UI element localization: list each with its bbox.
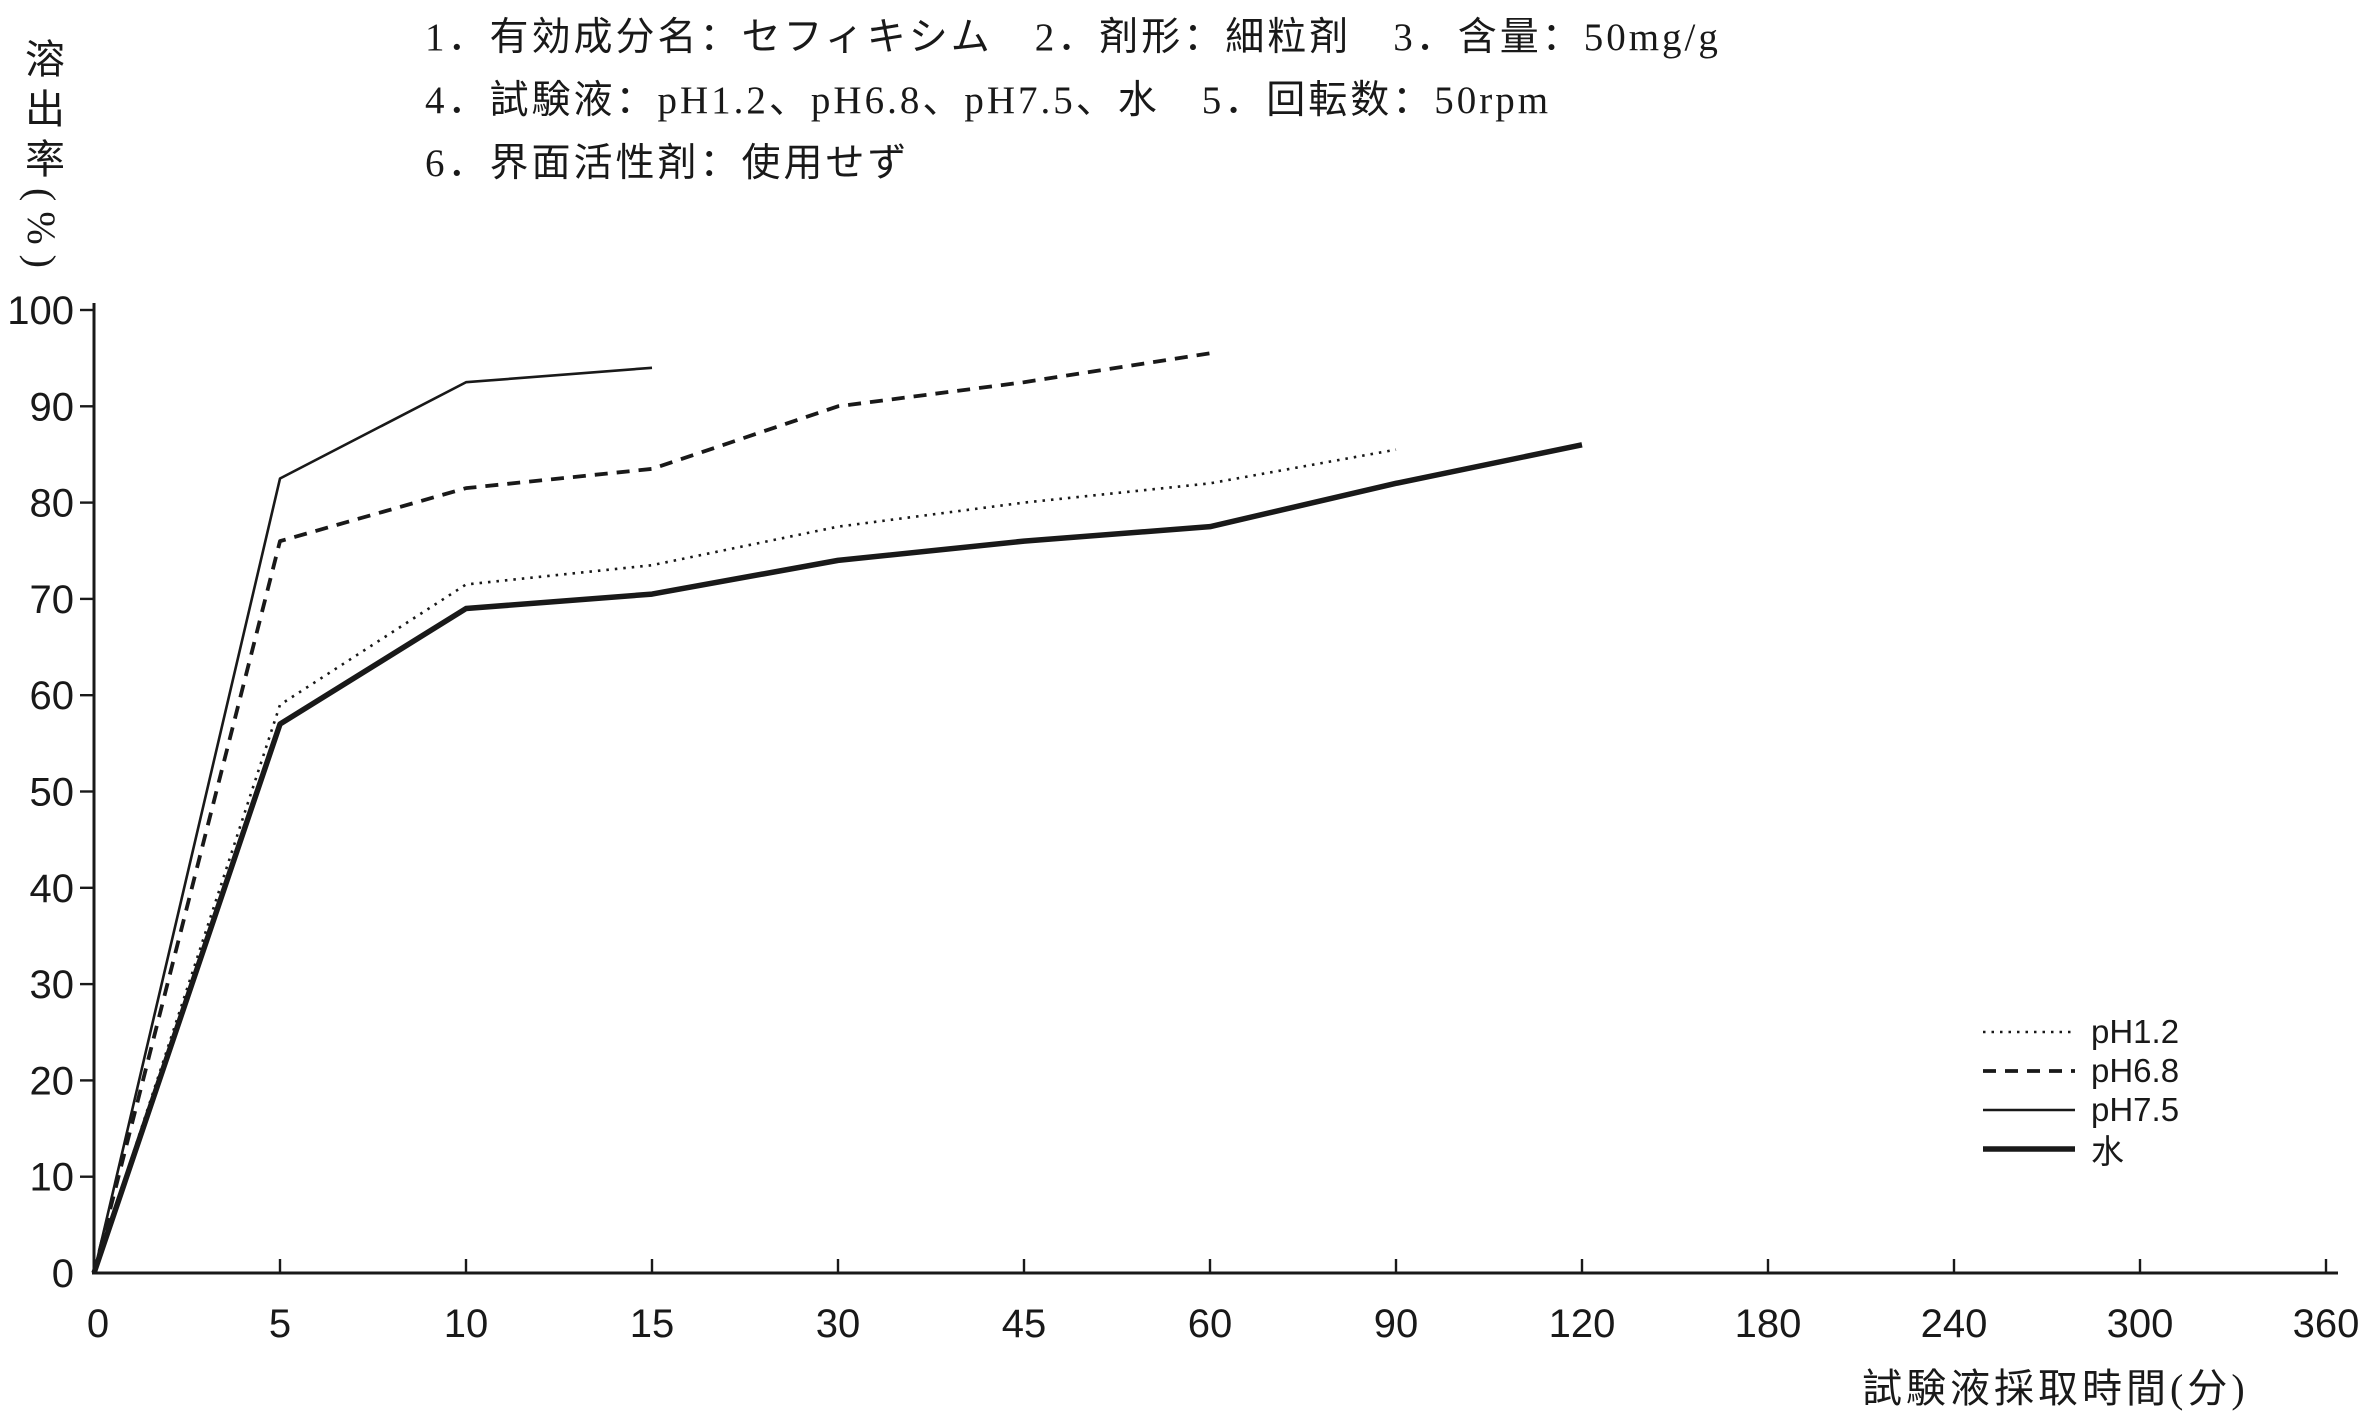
y-tick-label-50: 50 (30, 771, 75, 815)
legend: pH1.2 pH6.8 pH7.5 水 (1983, 1012, 2179, 1170)
x-tick-label-30: 30 (816, 1302, 861, 1346)
series-ph1-2 (92, 448, 1397, 1274)
y-tick-label-20: 20 (30, 1059, 75, 1103)
series-ph7-5 (92, 366, 653, 1274)
test-conditions-block: 1．有効成分名：セフィキシム 2．剤形：細粒剤 3．含量：50mg/g 4．試験… (425, 6, 1721, 195)
x-tick-label-10: 10 (444, 1302, 489, 1346)
x-tick-label-0: 0 (87, 1302, 109, 1346)
legend-label-ph6-8: pH6.8 (2091, 1051, 2180, 1089)
x-tick-label-45: 45 (1002, 1302, 1047, 1346)
legend-sample-ph1-2 (1983, 1030, 2075, 1033)
y-tick-label-60: 60 (30, 674, 75, 718)
x-tick-label-180: 180 (1735, 1302, 1802, 1346)
y-tick-label-70: 70 (30, 578, 75, 622)
x-tick-label-90: 90 (1374, 1302, 1419, 1346)
legend-item-ph1-2: pH1.2 (1983, 1012, 2179, 1051)
condition-line-3: 6．界面活性剤：使用せず (425, 142, 910, 185)
legend-item-water: 水 (1983, 1129, 2179, 1170)
x-tick-label-240: 240 (1921, 1302, 1988, 1346)
series-ph6-8 (92, 351, 1211, 1274)
legend-label-ph1-2: pH1.2 (2091, 1012, 2180, 1050)
y-tick-label-0: 0 (52, 1252, 74, 1296)
x-tick-label-15: 15 (630, 1302, 675, 1346)
y-tick-label-90: 90 (30, 385, 75, 429)
legend-item-ph6-8: pH6.8 (1983, 1051, 2179, 1090)
condition-line-1: 1．有効成分名：セフィキシム 2．剤形：細粒剤 3．含量：50mg/g (425, 16, 1721, 59)
y-tick-label-30: 30 (30, 963, 75, 1007)
x-tick-label-60: 60 (1188, 1302, 1233, 1346)
series-water (91, 442, 1583, 1274)
y-tick-label-100: 100 (7, 289, 74, 333)
legend-label-water: 水 (2091, 1132, 2124, 1170)
y-tick-label-10: 10 (30, 1156, 75, 1200)
x-tick-label-360: 360 (2293, 1302, 2360, 1346)
y-tick-label-80: 80 (30, 482, 75, 526)
y-tick-label-40: 40 (30, 867, 75, 911)
y-axis-title: 溶出率(%) (19, 38, 64, 278)
x-tick-label-300: 300 (2107, 1302, 2174, 1346)
legend-sample-water (1983, 1145, 2075, 1152)
legend-sample-ph6-8 (1983, 1068, 2075, 1073)
legend-sample-ph7-5 (1983, 1108, 2075, 1111)
x-tick-label-120: 120 (1549, 1302, 1616, 1346)
x-tick-label-5: 5 (269, 1302, 291, 1346)
legend-label-ph7-5: pH7.5 (2091, 1090, 2180, 1128)
x-axis-title: 試験液採取時間(分) (1862, 1366, 2249, 1411)
legend-item-ph7-5: pH7.5 (1983, 1090, 2179, 1129)
condition-line-2: 4．試験液：pH1.2、pH6.8、pH7.5、水 5．回転数：50rpm (425, 79, 1552, 122)
